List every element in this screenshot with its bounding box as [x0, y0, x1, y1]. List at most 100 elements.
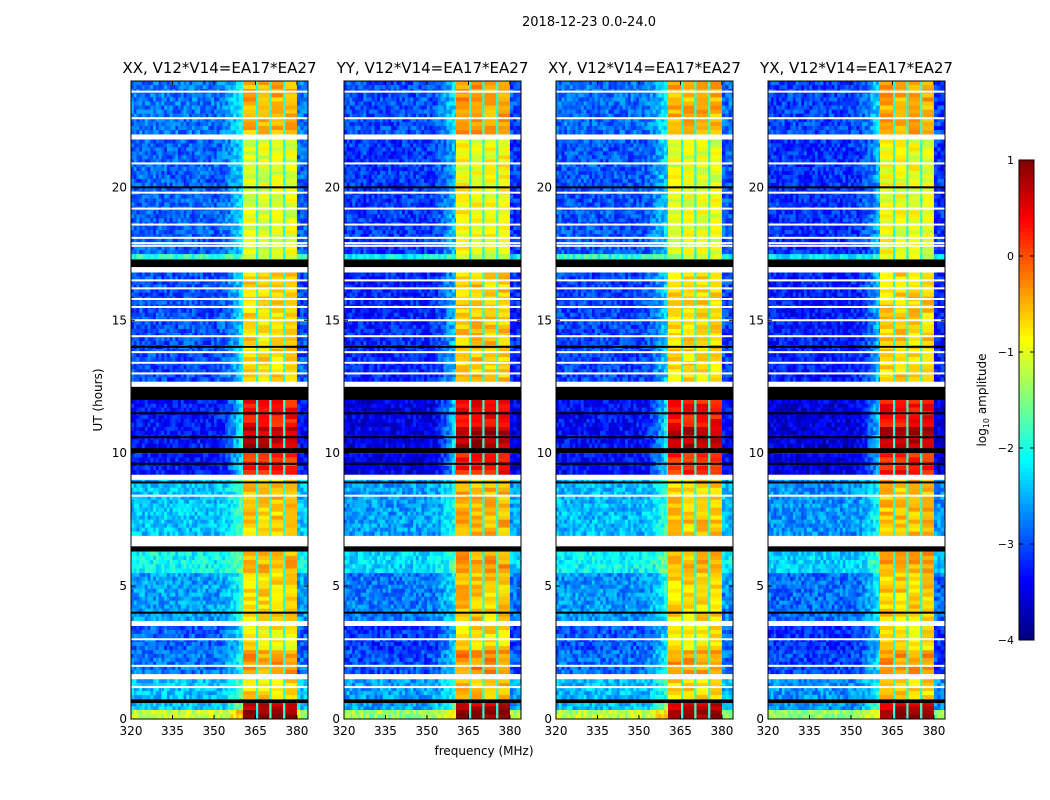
heatmap-cell [194, 580, 198, 586]
heatmap-cell [169, 400, 173, 405]
heatmap-cell [136, 365, 140, 370]
heatmap-cell [175, 487, 179, 493]
heatmap-cell [227, 365, 231, 370]
heatmap-cell [243, 418, 257, 424]
heatmap-cell [189, 418, 193, 424]
heatmap-cell [227, 714, 231, 720]
heatmap-cell [189, 596, 193, 602]
heatmap-cell [194, 353, 198, 358]
heatmap-cell [186, 633, 190, 639]
heatmap-cell [147, 576, 151, 582]
heatmap-cell [172, 357, 176, 362]
heatmap-cell [172, 695, 176, 700]
heatmap-cell [238, 499, 242, 504]
heatmap-cell [303, 683, 308, 688]
heatmap-cell [303, 588, 308, 594]
heatmap-cell [225, 633, 229, 639]
heatmap-cell [213, 691, 218, 696]
heatmap-cell [202, 649, 206, 655]
heatmap-cell [202, 564, 206, 569]
heatmap-cell [194, 515, 198, 520]
heatmap-cell [296, 515, 301, 520]
heatmap-cell [202, 683, 206, 688]
heatmap-cell [202, 665, 206, 671]
heatmap-cell [243, 470, 257, 475]
heatmap-cell [208, 430, 212, 436]
heatmap-cell [243, 336, 257, 342]
heatmap-cell [144, 403, 148, 408]
heatmap-cell [211, 418, 215, 424]
heatmap-cell [230, 568, 234, 574]
heatmap-cell [243, 661, 257, 667]
heatmap-cell [194, 403, 198, 408]
heatmap-cell [211, 523, 215, 528]
heatmap-cell [136, 687, 140, 692]
heatmap-cell [271, 403, 284, 408]
heatmap-cell [142, 572, 146, 578]
heatmap-cell [213, 407, 218, 412]
heatmap-cell [219, 403, 223, 408]
heatmap-cell [225, 453, 229, 458]
heatmap-cell [166, 645, 171, 651]
heatmap-cell [296, 400, 301, 405]
heatmap-cell [158, 633, 162, 639]
heatmap-cell [142, 430, 146, 436]
heatmap-cell [216, 272, 220, 277]
heatmap-cell [142, 679, 146, 684]
heatmap-cell [147, 709, 151, 715]
heatmap-cell [158, 312, 162, 318]
heatmap-cell [191, 584, 195, 590]
heatmap-cell [178, 568, 182, 574]
heatmap-cell [136, 661, 140, 667]
heatmap-cell [189, 560, 193, 565]
heatmap-cell [147, 426, 151, 432]
heatmap-cell [296, 592, 301, 598]
heatmap-cell [147, 531, 151, 536]
heatmap-cell [296, 443, 301, 449]
heatmap-cell [189, 453, 193, 458]
heatmap-cell [172, 580, 176, 586]
heatmap-cell [189, 572, 193, 578]
heatmap-cell [194, 324, 198, 330]
heatmap-cell [236, 523, 240, 528]
heatmap-cell [230, 292, 234, 297]
heatmap-cell [164, 487, 168, 493]
heatmap-cell [178, 641, 182, 647]
heatmap-cell [216, 661, 220, 667]
heatmap-cell [243, 400, 257, 405]
heatmap-cell [216, 353, 220, 358]
heatmap-cell [271, 703, 284, 707]
heatmap-cell [191, 633, 195, 639]
heatmap-cell [153, 465, 157, 471]
heatmap-cell [150, 324, 154, 330]
heatmap-cell [161, 625, 165, 631]
heatmap-cell [155, 439, 159, 444]
heatmap-cell [139, 328, 143, 334]
heatmap-cell [197, 625, 201, 631]
heatmap-cell [202, 499, 206, 504]
heatmap-cell [258, 560, 270, 565]
heatmap-cell [136, 400, 140, 405]
heatmap-cell [139, 703, 143, 707]
heatmap-cell [205, 679, 209, 684]
heatmap-cell [189, 580, 193, 586]
heatmap-cell [283, 499, 286, 504]
heatmap-cell [219, 616, 223, 621]
heatmap-cell [133, 695, 137, 700]
heatmap-cell [213, 515, 218, 520]
heatmap-cell [150, 511, 154, 516]
heatmap-cell [164, 616, 168, 621]
heatmap-cell [216, 596, 220, 602]
heatmap-cell [258, 430, 270, 436]
heatmap-cell [191, 357, 195, 362]
heatmap-cell [169, 625, 173, 631]
heatmap-cell [256, 503, 259, 508]
heatmap-cell [213, 353, 218, 358]
heatmap-cell [211, 669, 215, 675]
heatmap-cell [178, 487, 182, 493]
heatmap-cell [161, 422, 165, 427]
heatmap-cell [180, 560, 184, 565]
heatmap-cell [183, 320, 187, 326]
heatmap-cell [211, 511, 215, 516]
heatmap-cell [164, 272, 168, 277]
